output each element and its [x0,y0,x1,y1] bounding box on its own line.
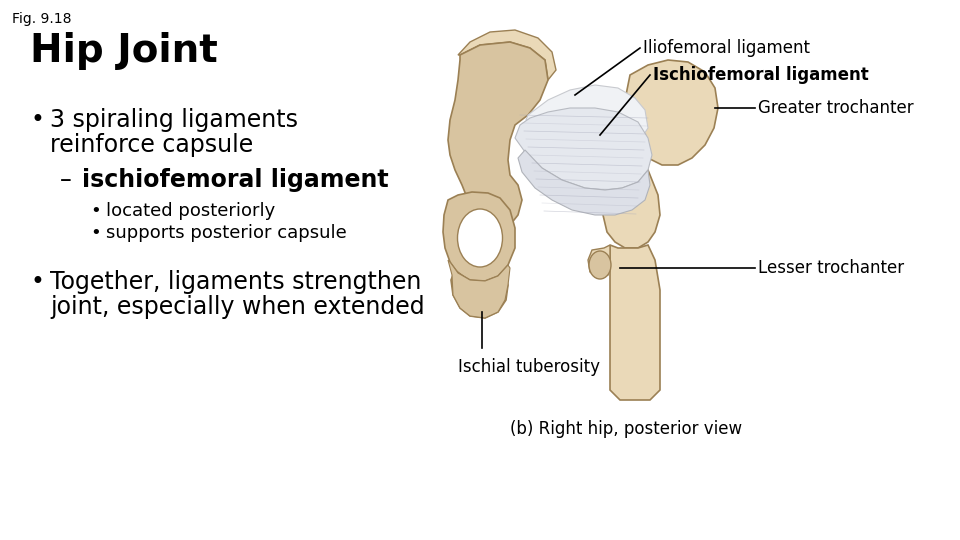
Text: 3 spiraling ligaments: 3 spiraling ligaments [50,108,298,132]
Text: supports posterior capsule: supports posterior capsule [106,224,347,242]
Text: •: • [90,202,101,220]
Text: Hip Joint: Hip Joint [30,32,218,70]
Polygon shape [610,245,660,400]
Polygon shape [518,150,650,215]
Text: located posteriorly: located posteriorly [106,202,276,220]
Text: ischiofemoral ligament: ischiofemoral ligament [82,168,389,192]
Text: –: – [60,168,80,192]
Text: Lesser trochanter: Lesser trochanter [758,259,904,277]
Text: joint, especially when extended: joint, especially when extended [50,295,424,319]
Text: Together, ligaments strengthen: Together, ligaments strengthen [50,270,421,294]
Text: Iliofemoral ligament: Iliofemoral ligament [643,39,810,57]
Text: •: • [30,270,44,294]
Text: Ischial tuberosity: Ischial tuberosity [458,358,600,376]
Polygon shape [526,85,648,150]
Polygon shape [603,132,660,248]
Text: (b) Right hip, posterior view: (b) Right hip, posterior view [510,420,742,438]
Polygon shape [448,260,510,318]
Text: reinforce capsule: reinforce capsule [50,133,253,157]
Ellipse shape [589,251,611,279]
Polygon shape [626,60,718,165]
Polygon shape [451,270,508,318]
Text: Ischiofemoral ligament: Ischiofemoral ligament [653,66,869,84]
Text: •: • [30,108,44,132]
Text: Fig. 9.18: Fig. 9.18 [12,12,71,26]
Text: Greater trochanter: Greater trochanter [758,99,914,117]
Polygon shape [515,108,652,190]
Polygon shape [448,42,548,228]
Polygon shape [443,192,515,281]
Ellipse shape [458,209,502,267]
Text: •: • [90,224,101,242]
Polygon shape [458,30,556,80]
Polygon shape [588,245,610,278]
